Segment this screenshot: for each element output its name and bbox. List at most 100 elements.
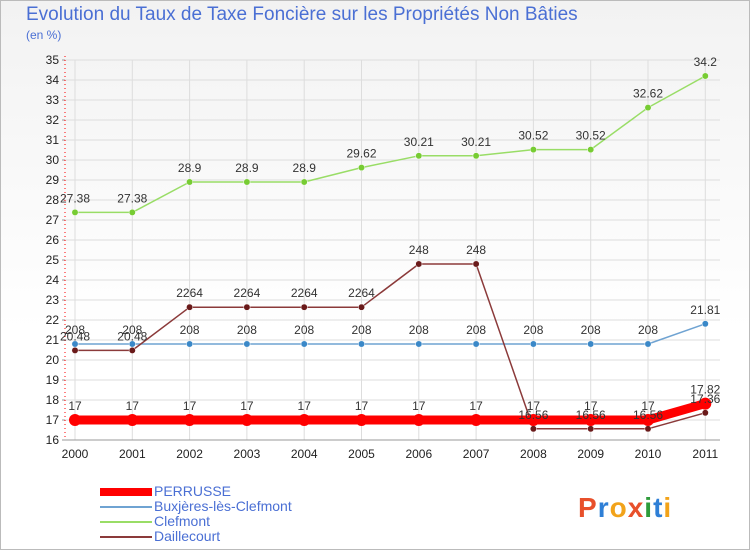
x-tick-label: 2001 [119, 447, 146, 461]
data-label-buxj-res-l-s-clefmont: 208 [523, 323, 543, 337]
data-label-clefmont: 28.9 [293, 161, 317, 175]
y-tick-label: 26 [46, 233, 60, 247]
series-line-perrusse [75, 399, 707, 425]
logo-letter: r [597, 492, 610, 523]
y-tick-label: 28 [46, 193, 60, 207]
data-label-daillecourt: 16.56 [576, 408, 606, 422]
y-tick-label: 16 [46, 433, 60, 447]
y-axis-unit: (en %) [26, 28, 62, 42]
data-label-buxj-res-l-s-clefmont: 208 [638, 323, 658, 337]
y-tick-label: 34 [46, 73, 60, 87]
y-tick-label: 30 [46, 153, 60, 167]
data-label-daillecourt: 2264 [234, 286, 261, 300]
data-label-clefmont: 30.21 [461, 135, 491, 149]
data-point-buxj-res-l-s-clefmont [186, 340, 194, 348]
data-label-buxj-res-l-s-clefmont: 208 [466, 323, 486, 337]
data-point-perrusse [69, 414, 81, 426]
data-label-daillecourt: 17.36 [690, 392, 720, 406]
legend-label: PERRUSSE [154, 483, 232, 499]
chart-title: Evolution du Taux de Taxe Foncière sur l… [26, 4, 578, 25]
data-point-perrusse [584, 414, 597, 426]
data-label-buxj-res-l-s-clefmont: 208 [294, 323, 314, 337]
data-point-buxj-res-l-s-clefmont [300, 340, 308, 348]
legend-swatch-buxj-res-l-s-clefmont [100, 506, 152, 509]
data-label-buxj-res-l-s-clefmont: 21.81 [690, 303, 720, 317]
x-tick-label: 2006 [405, 447, 432, 461]
data-point-daillecourt [587, 425, 595, 433]
data-point-clefmont [587, 146, 595, 154]
data-label-buxj-res-l-s-clefmont: 208 [237, 323, 257, 337]
data-label-clefmont: 28.9 [178, 161, 202, 175]
data-point-daillecourt [243, 303, 251, 311]
data-point-perrusse [298, 414, 311, 426]
data-label-clefmont: 27.38 [60, 191, 90, 205]
data-point-daillecourt [701, 409, 709, 417]
logo-letter: t [653, 492, 664, 523]
series-line-buxj-res-l-s-clefmont [75, 323, 706, 345]
data-point-clefmont [243, 178, 251, 186]
x-tick-label: 2008 [520, 447, 547, 461]
data-point-buxj-res-l-s-clefmont [529, 340, 537, 348]
y-tick-label: 18 [46, 393, 60, 407]
y-tick-label: 33 [46, 93, 60, 107]
x-tick-label: 2004 [291, 447, 318, 461]
x-tick-label: 2000 [62, 447, 89, 461]
data-point-daillecourt [71, 346, 79, 354]
data-label-buxj-res-l-s-clefmont: 208 [581, 323, 601, 337]
data-label-buxj-res-l-s-clefmont: 208 [65, 323, 85, 337]
data-point-perrusse [355, 414, 368, 426]
data-point-buxj-res-l-s-clefmont [701, 320, 709, 328]
x-tick-label: 2005 [348, 447, 375, 461]
legend-label: Clefmont [154, 513, 211, 529]
data-point-daillecourt [415, 260, 423, 268]
data-label-perrusse: 17 [527, 399, 541, 413]
data-point-perrusse [412, 414, 425, 426]
data-label-clefmont: 30.52 [576, 129, 606, 143]
legend-item-buxj-res-l-s-clefmont: Buxjères-lès-Clefmont [100, 499, 292, 514]
data-point-clefmont [701, 72, 709, 80]
data-label-perrusse: 17 [355, 399, 369, 413]
data-point-clefmont [71, 208, 79, 216]
data-label-perrusse: 17 [641, 399, 655, 413]
data-point-clefmont [472, 152, 480, 160]
data-label-perrusse: 17 [183, 399, 197, 413]
x-tick-label: 2011 [692, 447, 718, 461]
legend-item-clefmont: Clefmont [100, 514, 292, 529]
x-tick-label: 2007 [463, 447, 490, 461]
data-label-clefmont: 27.38 [117, 191, 147, 205]
legend: PERRUSSE Buxjères-lès-Clefmont Clefmont Dai… [100, 484, 292, 544]
data-label-perrusse: 17 [240, 399, 254, 413]
y-tick-label: 19 [46, 373, 60, 387]
legend-swatch-daillecourt [100, 536, 152, 539]
data-point-perrusse [527, 414, 540, 426]
data-label-clefmont: 32.62 [633, 87, 663, 101]
data-label-daillecourt: 2264 [176, 286, 203, 300]
y-tick-label: 22 [46, 313, 60, 327]
proxiti-logo: Proxiti [578, 492, 672, 524]
data-label-clefmont: 30.21 [404, 135, 434, 149]
series-line-daillecourt [75, 263, 706, 430]
data-label-daillecourt: 2264 [291, 286, 318, 300]
y-tick-label: 27 [46, 213, 60, 227]
logo-letter: x [627, 492, 645, 523]
data-point-buxj-res-l-s-clefmont [243, 340, 251, 348]
y-tick-label: 35 [46, 53, 60, 67]
data-point-perrusse [642, 414, 654, 426]
y-tick-label: 25 [46, 253, 60, 267]
data-point-perrusse [126, 414, 139, 426]
data-label-perrusse: 17 [68, 399, 82, 413]
data-label-clefmont: 30.52 [518, 129, 548, 143]
data-point-daillecourt [128, 346, 136, 354]
series-line-clefmont [75, 75, 706, 214]
data-point-daillecourt [358, 303, 365, 311]
data-label-daillecourt: 20.48 [117, 329, 147, 343]
data-label-perrusse: 17 [126, 399, 140, 413]
y-tick-label: 32 [46, 113, 60, 127]
data-label-daillecourt: 16.56 [518, 408, 548, 422]
data-point-perrusse [240, 414, 253, 426]
x-tick-label: 2002 [176, 447, 203, 461]
data-label-daillecourt: 248 [466, 243, 486, 257]
